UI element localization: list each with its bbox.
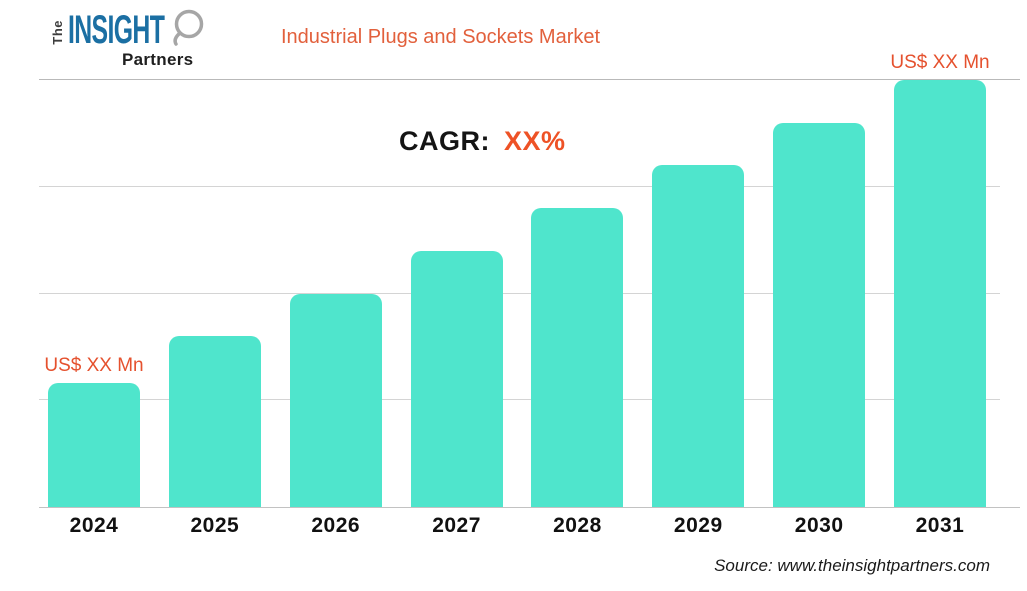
gridline-25	[39, 399, 1000, 401]
x-axis-line	[39, 507, 1020, 508]
x-axis-label-2026: 2026	[311, 514, 361, 537]
magnifier-icon	[173, 9, 204, 46]
gridline-75	[39, 185, 1000, 187]
x-axis-label-2024: 2024	[69, 514, 119, 537]
cagr-label: CAGR:	[399, 126, 490, 156]
chart-title: Industrial Plugs and Sockets Market	[281, 26, 601, 48]
bar-2029	[652, 165, 745, 507]
logo-word-partners: Partners	[122, 50, 194, 69]
x-axis-label-2030: 2030	[794, 514, 844, 537]
bar-value-label-2031: US$ XX Mn	[890, 52, 990, 73]
bar-value-label-2024: US$ XX Mn	[44, 355, 144, 377]
bar-2026	[289, 293, 382, 507]
plot-area: 2024 2025 2026 2027 2028 2029 2030 2031 US$ XX M…	[39, 52, 1020, 537]
x-axis-label-2025: 2025	[190, 514, 240, 537]
cagr-annotation: CAGR: XX%	[399, 126, 566, 157]
insight-partners-logo: The INSIGHT Partners	[26, 4, 204, 72]
x-axis-label-2027: 2027	[432, 514, 481, 537]
x-axis-label-2031: 2031	[915, 514, 965, 537]
gridline-100	[39, 79, 1020, 80]
logo-word-the: The	[50, 20, 65, 45]
logo-word-insight: INSIGHT	[68, 8, 165, 52]
x-axis-label-2029: 2029	[673, 514, 723, 537]
cagr-value: XX%	[504, 126, 566, 156]
bar-2025	[168, 336, 261, 507]
bar-2024	[48, 383, 140, 507]
gridline-50	[39, 292, 1000, 294]
bar-2031	[893, 80, 986, 507]
x-axis-label-2028: 2028	[553, 514, 602, 537]
bar-2027	[410, 250, 503, 507]
bar-2028	[531, 208, 624, 507]
source-attribution: Source: www.theinsightpartners.com	[714, 556, 990, 575]
bar-2030	[773, 122, 866, 507]
